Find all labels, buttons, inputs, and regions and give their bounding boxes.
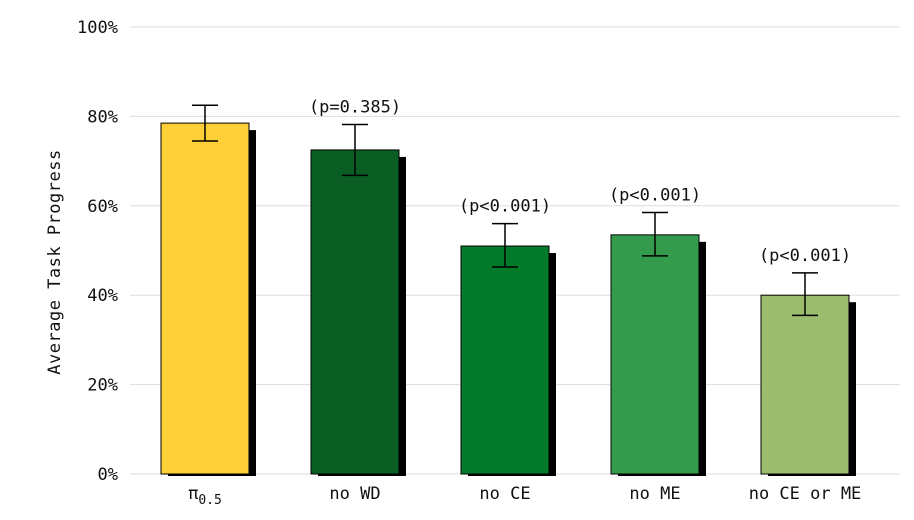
category-name: no ME	[629, 484, 680, 504]
p-value-label: (p<0.001)	[759, 246, 851, 266]
x-category-label: no CE or ME	[749, 484, 862, 504]
bar-series	[160, 122, 856, 477]
error-bar	[342, 123, 368, 177]
p-value-label: (p<0.001)	[459, 197, 551, 217]
bar	[760, 294, 850, 475]
y-tick-label: 0%	[98, 465, 118, 485]
category-name: no CE	[479, 484, 530, 504]
category-name: no CE or ME	[749, 484, 862, 504]
x-category-label: π0.5	[188, 484, 222, 508]
bar	[310, 149, 400, 475]
y-axis-ticks: 0% 20% 40% 60% 80% 100%	[77, 18, 118, 485]
y-tick-label: 60%	[87, 197, 118, 217]
category-name: π	[188, 484, 198, 504]
error-bars	[192, 104, 818, 317]
y-tick-label: 100%	[77, 18, 118, 38]
error-bar	[492, 222, 518, 268]
p-value-annotations: (p=0.385) (p<0.001) (p<0.001) (p<0.001)	[309, 97, 851, 265]
x-category-label: no CE	[479, 484, 530, 504]
error-bar	[792, 272, 818, 317]
bar	[460, 245, 550, 475]
x-category-label: no ME	[629, 484, 680, 504]
error-bar	[642, 211, 668, 257]
bar	[610, 234, 700, 475]
bar	[160, 122, 250, 475]
x-category-label: no WD	[329, 484, 380, 504]
y-tick-label: 20%	[87, 376, 118, 396]
y-tick-label: 40%	[87, 286, 118, 306]
y-tick-label: 80%	[87, 107, 118, 127]
y-axis-title: Average Task Progress	[45, 149, 65, 374]
category-subscript: 0.5	[198, 493, 221, 508]
p-value-label: (p=0.385)	[309, 97, 401, 117]
p-value-label: (p<0.001)	[609, 186, 701, 206]
x-axis-categories: π0.5 no WD no CE no ME no CE or ME	[188, 484, 861, 508]
category-name: no WD	[329, 484, 380, 504]
error-bar	[192, 104, 218, 142]
